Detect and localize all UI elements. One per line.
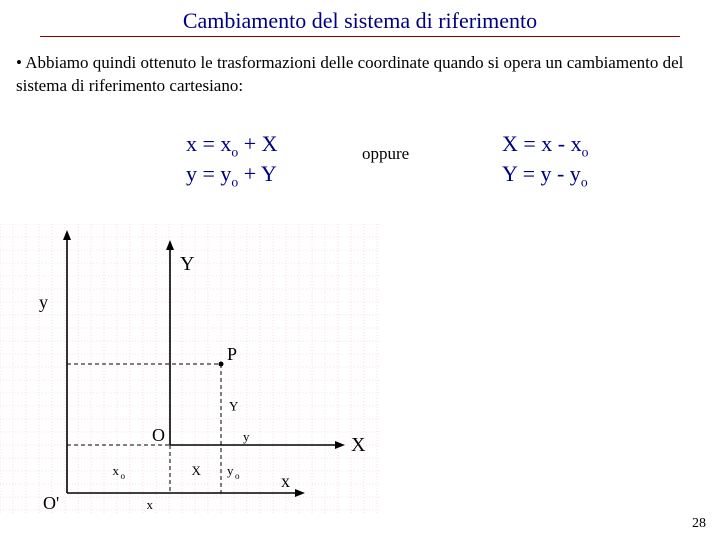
svg-text:x: x bbox=[147, 497, 154, 512]
svg-text:o: o bbox=[235, 471, 240, 481]
title-bar: Cambiamento del sistema di riferimento bbox=[40, 8, 680, 37]
eq-y-tail: + Y bbox=[238, 161, 276, 186]
svg-text:P: P bbox=[227, 344, 237, 364]
svg-text:x: x bbox=[113, 463, 120, 478]
svg-text:o: o bbox=[121, 471, 126, 481]
eq-x: x = x bbox=[186, 131, 231, 156]
svg-text:Y: Y bbox=[229, 399, 239, 414]
or-label: oppure bbox=[362, 144, 409, 164]
svg-text:X: X bbox=[351, 434, 366, 456]
equation-inverse: X = x - xo Y = y - yo bbox=[502, 130, 588, 191]
eq-y: y = y bbox=[186, 161, 231, 186]
svg-text:y: y bbox=[227, 463, 234, 478]
eq-X: X = x - x bbox=[502, 131, 582, 156]
page-number: 28 bbox=[692, 516, 706, 532]
svg-text:Y: Y bbox=[180, 253, 194, 275]
eq-x-tail: + X bbox=[238, 131, 277, 156]
svg-text:y: y bbox=[39, 292, 48, 312]
svg-text:y: y bbox=[243, 429, 250, 444]
eq-sub: o bbox=[582, 144, 589, 159]
eq-Y: Y = y - y bbox=[502, 161, 581, 186]
coordinate-chart: YyPYOyXxoXyoO'xx bbox=[0, 224, 380, 514]
svg-text:X: X bbox=[192, 463, 202, 478]
page-title: Cambiamento del sistema di riferimento bbox=[183, 8, 537, 33]
svg-text:x: x bbox=[281, 471, 290, 491]
svg-text:O': O' bbox=[43, 493, 59, 513]
equation-forward: x = xo + X y = yo + Y bbox=[186, 130, 278, 191]
svg-text:O: O bbox=[152, 425, 165, 445]
bullet-text: • Abbiamo quindi ottenuto le trasformazi… bbox=[16, 52, 706, 98]
eq-sub: o bbox=[581, 175, 588, 190]
